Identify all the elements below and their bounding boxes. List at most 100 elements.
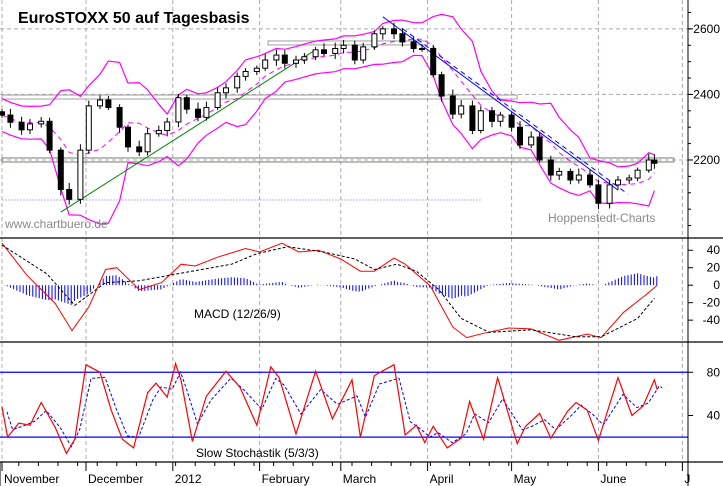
macd-signal-line — [1, 244, 655, 338]
month-label: February — [262, 472, 310, 486]
candle-bear — [536, 136, 543, 161]
uptrend-line — [60, 49, 316, 213]
stochastic-tick-label: 80 — [707, 365, 721, 379]
candle-bull — [164, 121, 171, 131]
candle-bear — [547, 159, 554, 176]
macd-tick-label: -40 — [703, 313, 721, 327]
macd-tick-label: 0 — [713, 278, 720, 292]
month-label: December — [88, 472, 143, 486]
price-tick-label: 2600 — [693, 22, 720, 36]
month-label: J — [684, 472, 690, 486]
downtrend-line — [382, 16, 619, 191]
macd-line — [1, 242, 658, 341]
candle-bull — [458, 105, 465, 115]
candle-bull — [497, 114, 504, 122]
candle-bull — [27, 123, 33, 131]
candle-bear — [410, 41, 417, 50]
candle-bear — [567, 170, 574, 181]
downtrend-parallel-line — [402, 28, 629, 195]
bollinger-bands — [1, 13, 655, 225]
candle-bear — [105, 99, 112, 109]
candle-bear — [430, 48, 437, 76]
candle-bear — [46, 120, 53, 151]
month-label: 2012 — [175, 472, 202, 486]
macd-tick-label: 40 — [707, 243, 721, 257]
candle-bear — [508, 114, 515, 128]
candle-bull — [556, 170, 563, 176]
candle-bear — [57, 149, 64, 190]
candle-bull — [77, 149, 84, 200]
candle-bull — [214, 92, 221, 109]
candle-bear — [0, 111, 5, 116]
candle-bull — [360, 46, 367, 61]
chart-title: EuroSTOXX 50 auf Tagesbasis — [18, 10, 250, 27]
stochastic-tick-label: 40 — [707, 409, 721, 423]
candle-bear — [438, 74, 445, 97]
candle-bear — [587, 174, 593, 186]
candle-bull — [85, 105, 92, 151]
month-label: November — [4, 472, 59, 486]
month-label: March — [343, 472, 376, 486]
candle-bull — [203, 107, 210, 118]
candle-bear — [595, 184, 602, 204]
candle-bull — [645, 159, 652, 171]
candle-bear — [18, 121, 25, 131]
candle-bull — [175, 97, 182, 123]
candle-bull — [97, 99, 103, 107]
candle-bull — [223, 87, 229, 94]
candle-bear — [321, 49, 327, 54]
price-level-band — [1, 94, 518, 100]
candle-bull — [332, 48, 339, 54]
candle-bear — [351, 44, 358, 61]
candle-bull — [634, 169, 641, 179]
macd-tick-label: 20 — [707, 261, 721, 275]
candle-bear — [136, 146, 143, 153]
candles — [0, 22, 658, 210]
month-label: June — [600, 472, 626, 486]
macd-label: MACD (12/26/9) — [194, 307, 281, 321]
bollinger-upper — [1, 13, 655, 168]
candle-bear — [281, 54, 288, 64]
candle-bear — [449, 95, 456, 115]
stochastic-label: Slow Stochastik (5/3/3) — [196, 446, 319, 460]
candle-bear — [469, 105, 476, 131]
macd-panel — [1, 242, 658, 341]
grid — [0, 0, 688, 462]
candle-bull — [528, 136, 535, 146]
bollinger-middle — [1, 38, 655, 186]
candle-bear — [391, 28, 397, 35]
month-label: April — [430, 472, 454, 486]
month-label: May — [514, 472, 537, 486]
candle-bull — [234, 75, 241, 89]
candle-bull — [379, 28, 386, 35]
candle-bull — [477, 110, 484, 131]
candle-bear — [399, 33, 406, 43]
bollinger-lower — [1, 54, 655, 225]
price-level-band — [1, 157, 675, 163]
price-levels — [1, 40, 675, 201]
stochastic-k-line — [1, 361, 658, 455]
candle-bull — [606, 184, 613, 204]
price-tick-label: 2400 — [693, 87, 720, 101]
candle-bear — [125, 126, 131, 148]
candle-bull — [262, 59, 269, 69]
candle-bull — [626, 177, 633, 181]
candle-bull — [301, 56, 308, 61]
candle-bull — [242, 70, 249, 77]
candle-bull — [253, 67, 260, 72]
candle-bull — [419, 48, 425, 51]
watermark-chartbuero: www.chartbuero.de — [4, 217, 108, 231]
candle-bear — [116, 107, 123, 128]
candle-bull — [312, 49, 319, 58]
watermark-hoppenstedt: Hoppenstedt-Charts — [548, 211, 655, 225]
candle-bear — [195, 108, 201, 118]
candle-bull — [273, 54, 280, 61]
candle-bear — [489, 110, 495, 122]
candle-bull — [340, 44, 347, 50]
candle-bull — [293, 59, 299, 64]
candle-bull — [155, 129, 162, 135]
candle-bull — [371, 33, 378, 48]
